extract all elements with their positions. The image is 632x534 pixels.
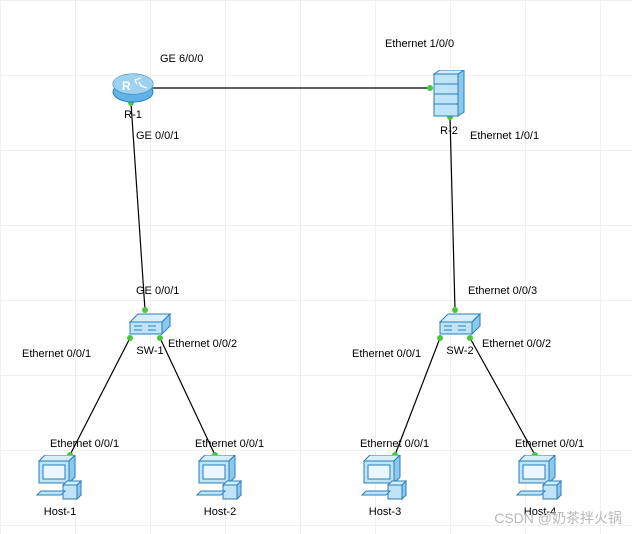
links-layer xyxy=(0,0,632,534)
port-label: GE 6/0/0 xyxy=(160,53,203,65)
port-label: Ethernet 0/0/1 xyxy=(352,348,421,360)
rack-r2: R-2 xyxy=(430,70,468,137)
switch-sw1: SW-1 xyxy=(128,310,172,357)
rack-icon xyxy=(430,70,468,123)
port-label: Ethernet 0/0/1 xyxy=(515,438,584,450)
switch-icon xyxy=(128,310,172,343)
device-label: R-2 xyxy=(430,125,468,137)
device-label: Host-2 xyxy=(195,506,245,518)
port-label: Ethernet 0/0/1 xyxy=(22,348,91,360)
port-label: Ethernet 0/0/2 xyxy=(168,338,237,350)
host-icon xyxy=(195,455,245,504)
device-label: Host-3 xyxy=(360,506,410,518)
port-label: Ethernet 1/0/0 xyxy=(385,38,454,50)
port-label: Ethernet 1/0/1 xyxy=(470,130,539,142)
port-label: Ethernet 0/0/1 xyxy=(195,438,264,450)
router-r1: R R-1 xyxy=(111,70,155,121)
switch-icon xyxy=(438,310,482,343)
switch-sw2: SW-2 xyxy=(438,310,482,357)
host-icon xyxy=(35,455,85,504)
port-label: Ethernet 0/0/2 xyxy=(482,338,551,350)
port-label: Ethernet 0/0/1 xyxy=(360,438,429,450)
port-label: Ethernet 0/0/3 xyxy=(468,285,537,297)
device-label: SW-1 xyxy=(128,345,172,357)
svg-text:R: R xyxy=(122,79,131,93)
host-icon xyxy=(360,455,410,504)
device-label: Host-1 xyxy=(35,506,85,518)
device-label: R-1 xyxy=(111,109,155,121)
device-label: SW-2 xyxy=(438,345,482,357)
port-label: Ethernet 0/0/1 xyxy=(50,438,119,450)
router-icon: R xyxy=(111,70,155,107)
host-icon xyxy=(515,455,565,504)
port-label: GE 0/0/1 xyxy=(136,130,179,142)
watermark: CSDN @奶茶拌火锅 xyxy=(494,508,622,528)
host-h2: Host-2 xyxy=(195,455,245,518)
port-label: GE 0/0/1 xyxy=(136,285,179,297)
host-h3: Host-3 xyxy=(360,455,410,518)
host-h1: Host-1 xyxy=(35,455,85,518)
